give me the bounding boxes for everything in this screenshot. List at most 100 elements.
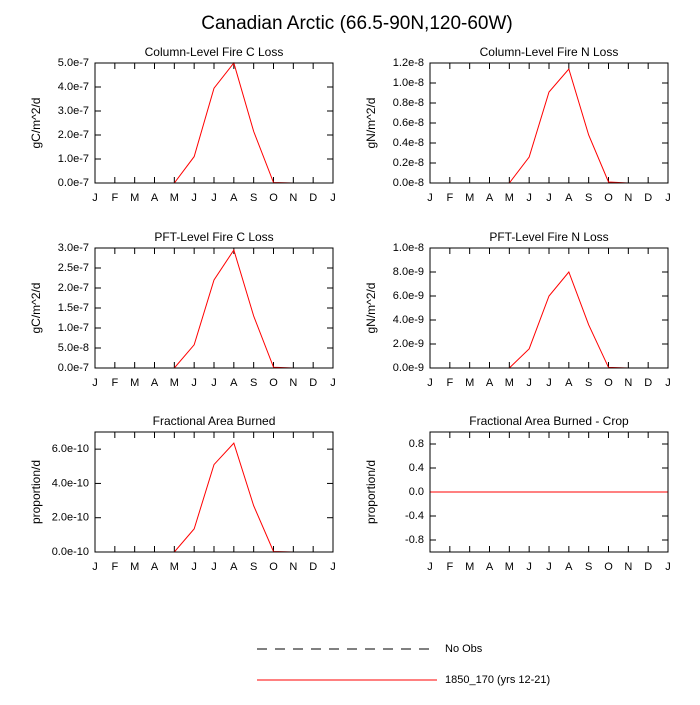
y-tick-label: 0.4e-8 [393,137,424,149]
x-tick-label: D [644,561,652,573]
data-line [95,248,333,369]
y-tick-label: 2.0e-7 [58,282,89,294]
x-tick-label: A [565,561,573,573]
y-tick-label: 2.5e-7 [58,262,89,274]
plot-frame [94,62,334,184]
y-tick-label: 4.0e-10 [52,477,89,489]
x-tick-label: S [585,192,592,204]
y-axis-label: gC/m^2/d [29,98,43,149]
x-tick-label: J [211,192,217,204]
y-tick-label: 3.0e-7 [58,242,89,254]
y-tick-label: 1.5e-7 [58,302,89,314]
y-tick-label: 0.8e-8 [393,97,424,109]
x-tick-label: M [170,561,179,573]
x-tick-label: J [330,561,336,573]
plot-frame [429,431,669,553]
y-tick-label: -0.8 [405,534,424,546]
x-tick-label: M [505,377,514,389]
y-tick-label: 8.0e-9 [393,266,424,278]
data-line [95,61,333,184]
x-tick-label: O [269,561,278,573]
x-tick-label: F [446,377,453,389]
x-tick-label: M [505,561,514,573]
x-tick-label: A [230,192,238,204]
x-tick-label: D [644,192,652,204]
x-tick-label: M [465,561,474,573]
x-tick-label: J [427,561,433,573]
x-tick-label: A [565,192,573,204]
x-tick-label: O [604,561,613,573]
chart-title: PFT-Level Fire C Loss [154,230,273,244]
x-tick-label: J [526,377,532,389]
x-tick-label: J [665,561,671,573]
plot-frame [94,431,334,553]
y-tick-label: 5.0e-7 [58,57,89,69]
x-tick-label: O [269,192,278,204]
x-tick-label: A [230,377,238,389]
y-tick-label: 3.0e-7 [58,105,89,117]
x-tick-label: N [289,192,297,204]
x-tick-label: J [191,377,197,389]
y-tick-label: 0.0 [409,486,424,498]
chart-title: PFT-Level Fire N Loss [489,230,608,244]
y-axis-label: gN/m^2/d [364,283,378,334]
x-tick-label: S [250,377,257,389]
x-tick-label: J [330,377,336,389]
y-tick-label: 1.2e-8 [393,57,424,69]
x-tick-label: F [446,561,453,573]
y-tick-label: 0.6e-8 [393,117,424,129]
x-tick-label: N [624,377,632,389]
x-tick-label: A [151,192,159,204]
data-line [430,67,668,184]
x-tick-label: J [427,377,433,389]
x-tick-label: J [211,377,217,389]
y-axis-label: proportion/d [29,460,43,524]
y-tick-label: -0.4 [405,510,424,522]
x-tick-label: A [151,561,159,573]
x-tick-label: J [330,192,336,204]
y-tick-label: 5.0e-8 [58,342,89,354]
chart-title: Column-Level Fire C Loss [145,45,284,59]
x-tick-label: J [191,561,197,573]
x-tick-label: J [546,561,552,573]
y-tick-label: 0.8 [409,438,424,450]
y-tick-label: 4.0e-7 [58,81,89,93]
x-tick-label: A [486,377,494,389]
x-tick-label: N [624,192,632,204]
chart-title: Fractional Area Burned [153,414,276,428]
y-tick-label: 1.0e-8 [393,77,424,89]
x-tick-label: M [170,192,179,204]
x-tick-label: M [130,192,139,204]
x-tick-label: M [465,377,474,389]
figure-title: Canadian Arctic (66.5-90N,120-60W) [201,13,513,34]
x-tick-label: S [250,192,257,204]
y-tick-label: 2.0e-9 [393,338,424,350]
x-tick-label: M [465,192,474,204]
x-tick-label: N [624,561,632,573]
y-tick-label: 0.2e-8 [393,157,424,169]
x-tick-label: M [130,561,139,573]
x-tick-label: S [585,377,592,389]
y-tick-label: 0.0e-7 [58,362,89,374]
x-tick-label: M [505,192,514,204]
plot-frame [429,247,669,369]
x-tick-label: S [250,561,257,573]
x-tick-label: A [230,561,238,573]
y-axis-label: proportion/d [364,460,378,524]
x-tick-label: M [130,377,139,389]
x-tick-label: F [111,192,118,204]
x-tick-label: F [446,192,453,204]
x-tick-label: J [546,192,552,204]
x-tick-label: N [289,377,297,389]
x-tick-label: J [92,561,98,573]
x-tick-label: F [111,377,118,389]
x-tick-label: O [269,377,278,389]
chart-title: Column-Level Fire N Loss [480,45,619,59]
x-tick-label: J [92,377,98,389]
x-tick-label: A [565,377,573,389]
x-tick-label: D [309,561,317,573]
x-tick-label: A [486,561,494,573]
x-tick-label: F [111,561,118,573]
x-tick-label: S [585,561,592,573]
